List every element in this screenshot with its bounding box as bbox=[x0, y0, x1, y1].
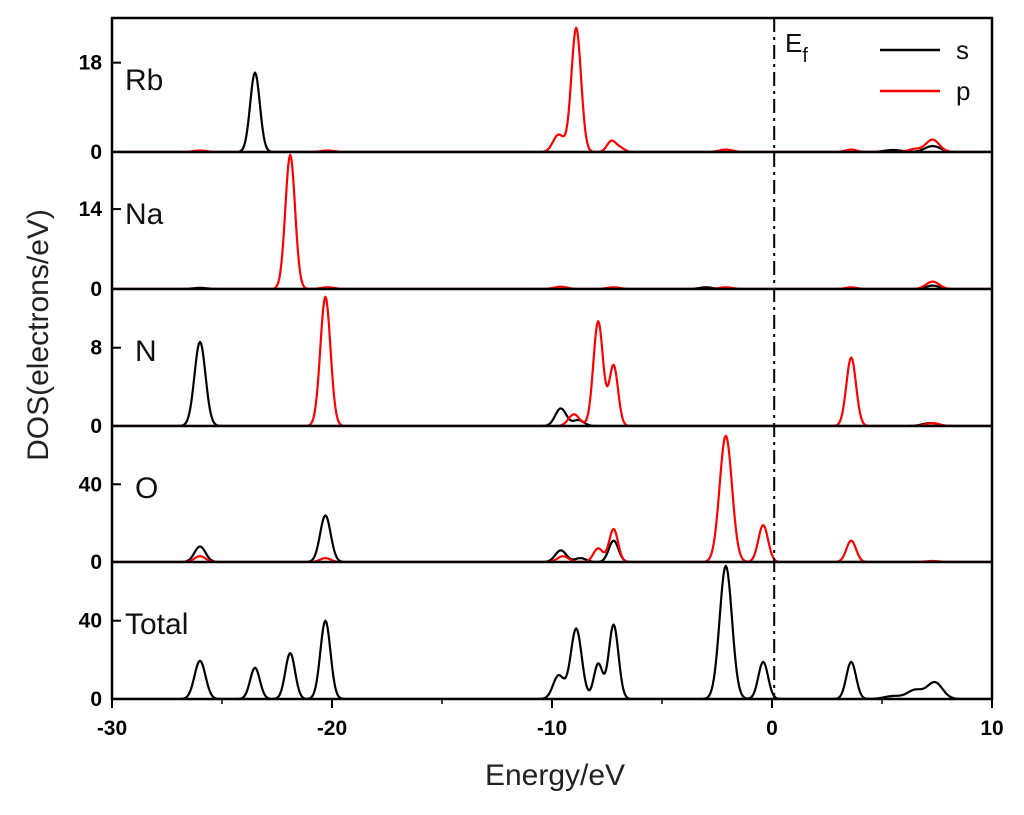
y-tick-label: 40 bbox=[79, 473, 102, 496]
y-tick-label: 18 bbox=[79, 52, 103, 75]
series-o-s bbox=[112, 514, 992, 562]
series-rb-p bbox=[112, 26, 992, 152]
y-axis-title: DOS(electrons/eV) bbox=[22, 209, 55, 461]
y-tick-label: 0 bbox=[90, 278, 102, 301]
panel-label-n: N bbox=[135, 335, 157, 368]
y-tick-label: 8 bbox=[90, 337, 102, 360]
panel-total: 0 40 Total bbox=[79, 564, 992, 711]
panel-n: 0 8 N bbox=[90, 295, 992, 438]
y-tick-label: 40 bbox=[79, 610, 102, 633]
series-n-p bbox=[112, 295, 992, 426]
x-tick-label: 10 bbox=[980, 717, 1003, 740]
legend-label: s bbox=[956, 35, 969, 65]
x-tick-label: -10 bbox=[537, 717, 567, 740]
x-tick-label: 0 bbox=[766, 717, 778, 740]
y-tick-label: 0 bbox=[90, 688, 102, 711]
series-total-total bbox=[112, 564, 992, 699]
series-rb-s bbox=[112, 71, 992, 152]
panels-group: 0 18 Rb 0 14 Na 0 8 N 0 40 O 0 40 Total bbox=[79, 26, 992, 711]
panel-label-total: Total bbox=[125, 608, 188, 641]
y-tick-label: 0 bbox=[90, 551, 102, 574]
panel-label-o: O bbox=[135, 472, 158, 505]
legend-entry-s: s bbox=[880, 35, 969, 65]
x-tick-label: -30 bbox=[97, 717, 127, 740]
x-tick-label: -20 bbox=[317, 717, 347, 740]
x-axis: -30 -20 -10 0 10 bbox=[97, 699, 1004, 740]
x-axis-title: Energy/eV bbox=[485, 759, 625, 792]
legend-label: p bbox=[956, 76, 970, 106]
y-tick-label: 14 bbox=[79, 198, 103, 221]
series-n-s bbox=[112, 340, 992, 426]
panel-label-na: Na bbox=[125, 198, 164, 231]
plot-frame bbox=[110, 16, 994, 701]
y-tick-label: 0 bbox=[90, 141, 102, 164]
legend-entry-p: p bbox=[880, 76, 970, 106]
panel-rb: 0 18 Rb bbox=[79, 26, 992, 164]
panel-label-rb: Rb bbox=[125, 64, 163, 97]
y-tick-label: 0 bbox=[90, 415, 102, 438]
legend: sp bbox=[880, 35, 970, 106]
fermi-level-label: Ef bbox=[785, 28, 808, 67]
